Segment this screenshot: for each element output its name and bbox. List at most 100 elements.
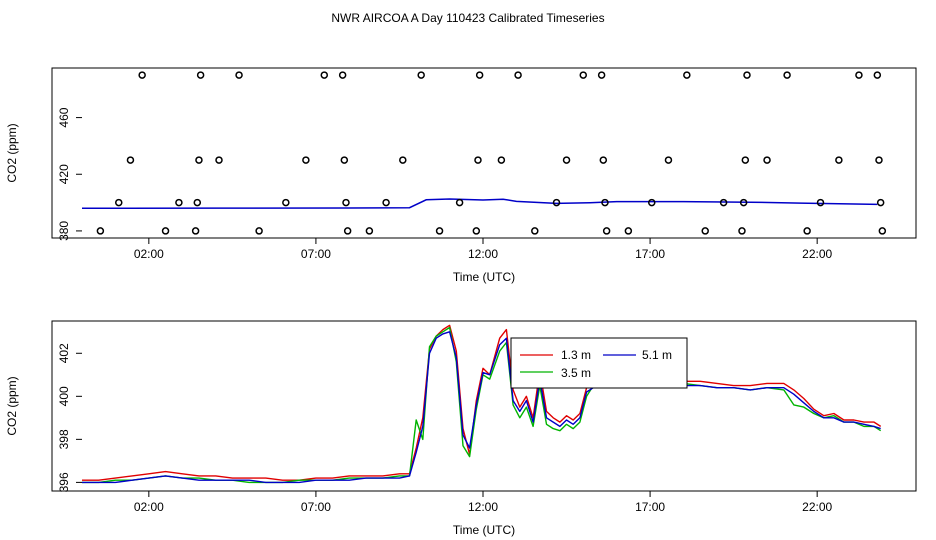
top-marker-point [624, 227, 633, 235]
top-x-tick-label: 12:00 [468, 247, 498, 261]
bottom-x-tick-label: 07:00 [301, 500, 331, 514]
top-marker-point [497, 156, 506, 164]
top-marker-point [472, 227, 481, 235]
bottom-panel: 02:00 07:00 12:00 17:00 22:00 396 398 400 402 T… [5, 320, 917, 537]
top-marker-point [552, 198, 561, 207]
legend-label-5-1m: 5.1 m [642, 348, 672, 362]
top-marker-point [878, 227, 887, 235]
top-marker-point [601, 198, 609, 207]
top-marker-point [816, 198, 825, 207]
top-marker-point [126, 156, 135, 164]
series-line-5-1-m [82, 331, 881, 484]
top-x-axis: 02:00 07:00 12:00 17:00 22:00 [134, 238, 833, 261]
bottom-x-tick-label: 22:00 [802, 500, 832, 514]
top-marker-point [579, 71, 587, 79]
top-marker-point [196, 71, 205, 79]
top-marker-point [215, 156, 223, 164]
bottom-y-tick-label: 398 [57, 429, 71, 449]
chart-title: NWR AIRCOA A Day 110423 Calibrated Times… [331, 11, 604, 25]
top-marker-point [783, 71, 791, 79]
top-marker-point [138, 71, 146, 79]
top-marker-point [474, 156, 482, 164]
top-y-tick-label: 420 [57, 164, 71, 184]
top-marker-point [255, 227, 263, 235]
top-marker-point [399, 156, 407, 164]
top-marker-point [338, 71, 347, 79]
top-marker-point [763, 156, 771, 164]
top-x-tick-label: 17:00 [635, 247, 665, 261]
top-marker-point [320, 71, 329, 79]
top-x-axis-label: Time (UTC) [453, 270, 515, 284]
top-panel: 02:00 07:00 12:00 17:00 22:00 380 420 460 Time… [5, 67, 917, 284]
bottom-x-axis-label: Time (UTC) [453, 523, 515, 537]
legend-label-1-3m: 1.3 m [561, 348, 591, 362]
top-marker-point [195, 156, 203, 164]
top-marker-point [235, 71, 243, 79]
bottom-x-tick-label: 02:00 [134, 500, 164, 514]
top-marker-point [514, 71, 522, 79]
top-marker-point [855, 71, 863, 79]
top-marker-point [738, 227, 746, 235]
top-marker-point [455, 198, 464, 207]
top-marker-point [417, 71, 425, 79]
top-marker-point [743, 71, 751, 79]
top-marker-point [475, 71, 484, 79]
top-marker-point [562, 156, 571, 164]
top-y-tick-label: 380 [57, 221, 71, 241]
bottom-y-axis: 396 398 400 402 [57, 343, 82, 492]
top-y-tick-label: 460 [57, 107, 71, 127]
top-x-tick-label: 22:00 [802, 247, 832, 261]
top-marker-point [599, 156, 608, 164]
top-marker-point [602, 227, 611, 235]
bottom-y-axis-label: CO2 (ppm) [5, 376, 19, 435]
top-marker-point [719, 198, 728, 207]
top-marker-point [175, 198, 183, 207]
top-marker-point [875, 156, 883, 164]
top-marker-point [683, 71, 691, 79]
bottom-plot-frame [51, 320, 917, 492]
top-x-tick-label: 02:00 [134, 247, 164, 261]
legend-label-3-5m: 3.5 m [561, 366, 591, 380]
top-marker-point [282, 198, 290, 207]
top-plot-frame [51, 67, 917, 239]
top-marker-point [340, 156, 349, 164]
bottom-y-tick-label: 396 [57, 472, 71, 492]
top-marker-point [365, 227, 374, 235]
top-marker-point [191, 227, 200, 235]
top-marker-point [342, 198, 350, 207]
top-marker-point [701, 227, 709, 235]
top-marker-point [193, 198, 202, 207]
bottom-x-tick-label: 17:00 [635, 500, 665, 514]
top-marker-point [161, 227, 170, 235]
legend-box [510, 337, 688, 389]
top-marker-point [597, 71, 606, 79]
top-marker-point [648, 198, 656, 207]
top-marker-point [115, 198, 123, 207]
top-marker-point [531, 227, 539, 235]
legend: 1.3 m 5.1 m 3.5 m [510, 337, 688, 389]
bottom-y-tick-label: 402 [57, 343, 71, 363]
series-line-1-3-m [82, 324, 882, 481]
top-y-axis: 380 420 460 [57, 107, 82, 241]
top-series-line [81, 198, 878, 210]
bottom-x-axis: 02:00 07:00 12:00 17:00 22:00 [134, 491, 833, 514]
top-x-tick-label: 07:00 [301, 247, 331, 261]
top-marker-layer [96, 71, 887, 235]
top-marker-point [96, 227, 105, 235]
top-marker-point [803, 227, 811, 235]
top-marker-point [302, 156, 310, 164]
top-y-axis-label: CO2 (ppm) [5, 123, 19, 182]
top-marker-point [435, 227, 444, 235]
top-marker-point [664, 156, 673, 164]
top-marker-point [343, 227, 352, 235]
top-line-layer [81, 198, 878, 210]
bottom-line-layer [82, 324, 882, 484]
top-marker-point [873, 71, 882, 79]
top-marker-point [741, 156, 750, 164]
series-line-3-5-m [82, 326, 882, 484]
top-marker-point [876, 198, 885, 207]
bottom-y-tick-label: 400 [57, 386, 71, 406]
top-marker-point [835, 156, 843, 164]
top-marker-point [739, 198, 748, 207]
bottom-x-tick-label: 12:00 [468, 500, 498, 514]
